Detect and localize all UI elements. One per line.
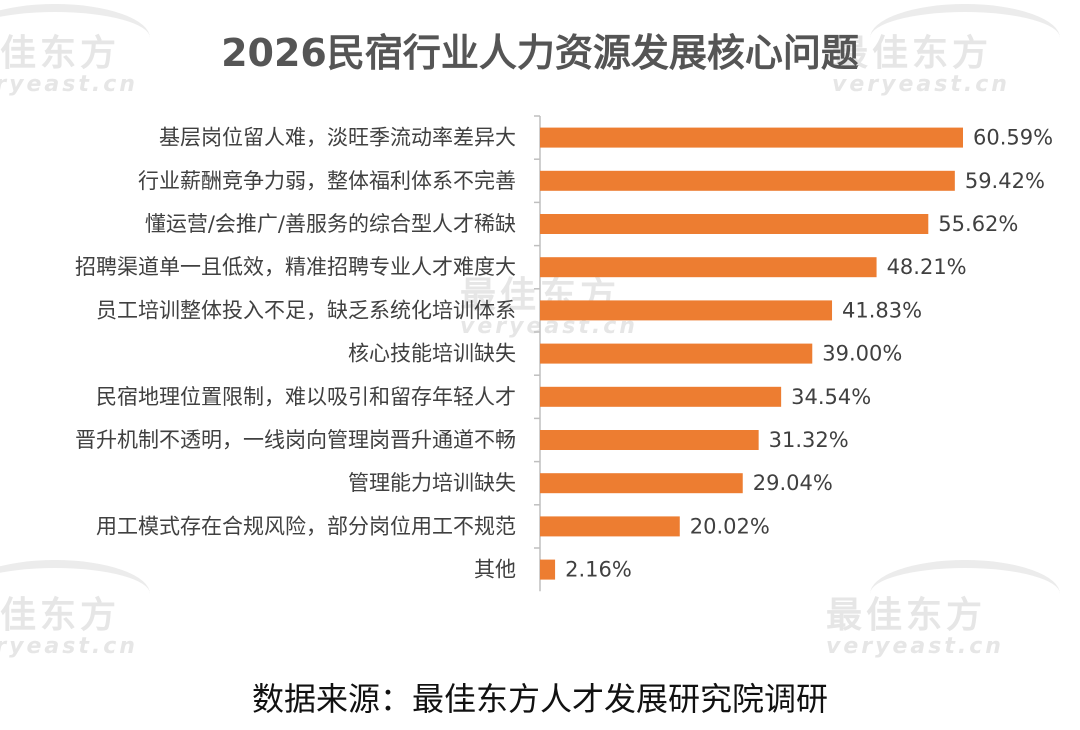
category-label: 晋升机制不透明，一线岗向管理岗晋升通道不畅 <box>75 428 516 452</box>
category-label: 核心技能培训缺失 <box>348 342 516 366</box>
bar <box>540 300 833 321</box>
category-label: 用工模式存在合规风险，部分岗位用工不规范 <box>96 514 516 538</box>
value-label: 34.54% <box>791 385 871 409</box>
category-label: 其他 <box>474 558 516 582</box>
bar <box>540 170 955 191</box>
bar <box>540 343 813 364</box>
bar <box>540 473 743 494</box>
watermark-text: 最佳东方 <box>0 595 121 636</box>
watermark-url: veryeast.cn <box>460 314 638 339</box>
chart-title: 2026民宿行业人力资源发展核心问题 <box>221 31 859 75</box>
watermark: 最佳东方 veryeast.cn <box>832 36 1010 96</box>
value-label: 55.62% <box>938 212 1018 236</box>
bar <box>540 257 877 278</box>
source-note: 数据来源：最佳东方人才发展研究院调研 <box>251 680 828 718</box>
value-label: 41.83% <box>842 298 922 322</box>
value-label: 20.02% <box>690 514 770 538</box>
category-label: 懂运营/会推广/善服务的综合型人才稀缺 <box>145 212 516 236</box>
watermark-url: veryeast.cn <box>0 72 138 97</box>
category-label: 管理能力培训缺失 <box>348 471 516 495</box>
watermark-swoosh <box>870 4 1060 72</box>
category-label: 民宿地理位置限制，难以吸引和留存年轻人才 <box>96 385 516 409</box>
watermark-swoosh <box>0 4 150 72</box>
category-label: 行业薪酬竞争力弱，整体福利体系不完善 <box>138 169 516 193</box>
watermark-text: 最佳东方 <box>0 33 121 74</box>
watermark-swoosh <box>0 560 150 628</box>
watermark-url: veryeast.cn <box>0 634 138 659</box>
watermark-text: 最佳东方 <box>832 33 993 74</box>
value-label: 39.00% <box>822 342 902 366</box>
watermark: 最佳东方 veryeast.cn <box>0 598 138 658</box>
bar <box>540 430 759 450</box>
value-label: 60.59% <box>973 126 1053 150</box>
watermark-url: veryeast.cn <box>832 72 1010 97</box>
value-label: 29.04% <box>753 471 833 495</box>
value-label: 59.42% <box>965 169 1045 193</box>
value-label: 2.16% <box>565 558 632 582</box>
watermark-swoosh <box>870 560 1060 628</box>
bar <box>540 516 680 537</box>
bar <box>540 214 929 234</box>
category-label: 招聘渠道单一且低效，精准招聘专业人才难度大 <box>75 255 516 279</box>
watermark-text: 最佳东方 <box>826 595 987 636</box>
value-label: 31.32% <box>769 428 849 452</box>
watermark: 最佳东方 veryeast.cn <box>826 598 1004 658</box>
watermark: 最佳东方 veryeast.cn <box>0 36 138 96</box>
bar <box>540 127 963 148</box>
watermark-url: veryeast.cn <box>826 634 1004 659</box>
category-label: 基层岗位留人难，淡旺季流动率差异大 <box>159 126 516 150</box>
bar <box>540 559 556 580</box>
bar <box>540 386 782 407</box>
category-label: 员工培训整体投入不足，缺乏系统化培训体系 <box>96 298 516 322</box>
value-label: 48.21% <box>887 255 967 279</box>
